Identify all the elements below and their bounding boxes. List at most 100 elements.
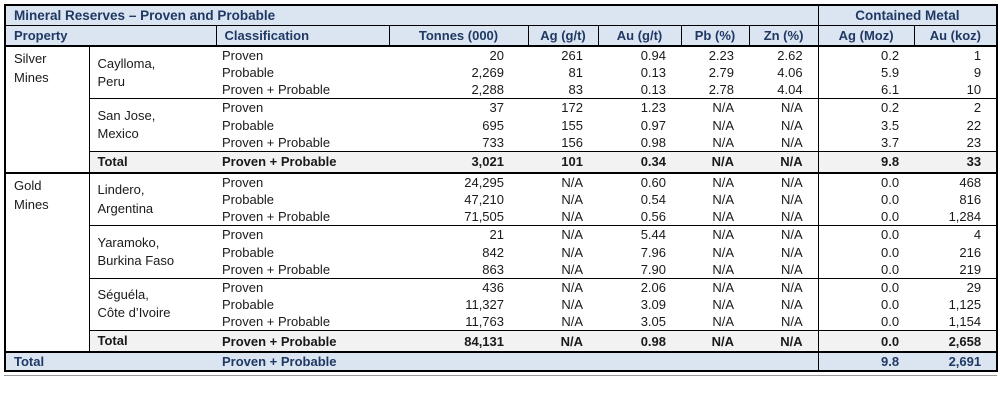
table-row: Silver Mines Caylloma, Peru Proven 20 26… [5,46,997,173]
cell-group-silver: Silver Mines [5,46,90,173]
cell-ag-gt: N/A [561,192,583,208]
cell-ag-moz: 0.2 [817,98,915,117]
cell-zn: 4.06 [777,65,803,81]
cell-total-label: Total [89,330,216,353]
col-header-au-gt: Au (g/t) [597,25,682,47]
cell-grand-total-label: Total [5,351,216,372]
cell-au-gt: 0.34 [598,150,681,173]
cell-au-koz: 1,154 [948,314,982,330]
cell-mine-lindero: Lindero, Argentina [89,171,216,226]
cell-ag-moz: 0.0 [817,295,915,314]
cell-pb: N/A [712,117,734,133]
col-header-property: Property [4,25,217,47]
cell-au-gt: 0.98 [598,330,681,353]
cell-ag-moz: 0.0 [817,313,915,331]
cell-pb: N/A [681,277,749,296]
cell-pb: N/A [712,134,734,150]
col-header-tonnes: Tonnes (000) [388,25,529,47]
cell-tonnes: 21 [389,225,528,244]
cell-tonnes: 863 [482,261,504,277]
cell-pb: N/A [681,171,749,191]
gold-total-row: Total Proven + Probable 84,131 N/A 0.98 … [5,330,998,353]
cell-au-koz: 2,691 [914,351,998,372]
page: Mineral Reserves – Proven and Probable C… [4,4,999,377]
cell-zn: N/A [749,330,819,353]
cell-au-gt: 0.97 [640,117,666,133]
grand-total-row: Total Proven + Probable 9.8 2,691 [5,351,998,372]
cell-ag-moz: 3.7 [817,133,915,152]
cell-zn: N/A [749,225,819,244]
cell-zn: N/A [780,117,803,133]
cell-ag-gt: 101 [528,150,598,173]
cell-ag-moz: 0.0 [817,208,915,226]
cell-au-koz: 219 [959,261,982,277]
cell-au-gt: 7.96 [640,244,666,260]
cell-classification: Probable [222,117,275,133]
cell-ag-gt: N/A [561,261,583,277]
table-row: Gold Mines Lindero, Argentina Proven 24,… [5,171,998,353]
cell-classification: Probable [222,192,275,208]
cell-pb: N/A [681,98,749,117]
col-header-ag-gt: Ag (g/t) [527,25,599,47]
cell-tonnes: 84,131 [389,330,528,353]
cell-classification: Proven + Probable [222,82,331,98]
cell-ag-gt: N/A [561,296,583,312]
col-header-au-koz: Au (koz) [913,25,998,47]
cell-pb: N/A [681,150,749,173]
table-row: Proven + Probable 71,505 N/A 0.56 N/A N/… [5,208,997,226]
cell-classification: Probable [222,296,275,312]
table-row: Probable 2,269 81 0.13 2.79 4.06 5.9 9 [5,64,997,82]
cell-au-koz: 9 [973,65,982,81]
cell-classification: Proven + Probable [216,150,389,173]
cell-au-gt: 3.09 [640,296,666,312]
cell-mine-yaramoko: Yaramoko, Burkina Faso [89,225,216,279]
cell-ag-moz: 3.5 [817,116,915,134]
cell-ag-gt: 261 [561,48,583,63]
cell-classification: Proven [222,48,264,63]
table-row: Proven + Probable 11,763 N/A 3.05 N/A N/… [5,313,997,331]
cell-classification: Proven + Probable [216,330,389,353]
cell-ag-moz: 0.2 [817,46,915,64]
cell-au-koz: 2,658 [914,330,998,353]
table-row: Proven + Probable 2,288 83 0.13 2.78 4.0… [5,81,997,99]
cell-pb: N/A [712,314,734,330]
cell-mine-seguela: Séguéla, Côte d’Ivoire [89,277,216,331]
cell-au-koz: 468 [914,171,998,191]
cell-ag-moz: 0.0 [817,260,915,279]
silver-total-row: Total Proven + Probable 3,021 101 0.34 N… [5,150,998,173]
cell-zn: N/A [780,296,803,312]
cell-tonnes: 842 [482,244,504,260]
table-row: San Jose, Mexico Proven 37 172 1.23 N/A … [5,98,998,152]
contained-metal-header: Contained Metal [817,5,998,26]
cell-au-gt: 0.13 [640,82,666,98]
cell-au-gt: 0.60 [598,171,681,191]
table-row: Probable 11,327 N/A 3.09 N/A N/A 0.0 1,1… [5,295,997,314]
cell-ag-gt: N/A [528,225,598,244]
cell-pb: 2.78 [708,82,734,98]
cell-zn: N/A [749,171,819,191]
cell-ag-moz: 5.9 [817,64,915,82]
cell-ag-moz: 0.0 [817,243,915,261]
cell-au-koz: 216 [959,244,982,260]
cell-zn: N/A [780,244,803,260]
cell-ag-gt: N/A [528,171,598,191]
cell-classification: Proven + Probable [216,351,389,372]
cell-classification: Proven [216,171,389,191]
cell-au-gt: 0.13 [640,65,666,81]
cell-pb: 2.23 [708,48,734,63]
cell-pb: N/A [712,261,734,277]
table-row: Proven + Probable 863 N/A 7.90 N/A N/A 0… [5,260,997,279]
cell-tonnes: 2,269 [471,65,504,81]
cell-zn: N/A [780,209,803,225]
cell-zn: 2.62 [777,48,803,63]
cell-classification: Proven + Probable [222,261,331,277]
cell-zn: N/A [749,150,819,173]
cell-tonnes: 695 [482,117,504,133]
cell-tonnes: 11,327 [465,296,504,312]
col-header-ag-moz: Ag (Moz) [817,25,915,47]
cell-ag-moz: 9.8 [817,351,915,372]
cell-ag-gt: 172 [528,98,598,117]
col-header-classification: Classification [215,25,390,47]
cell-tonnes: 2,288 [471,82,504,98]
page-title: Mineral Reserves – Proven and Probable [5,5,819,26]
